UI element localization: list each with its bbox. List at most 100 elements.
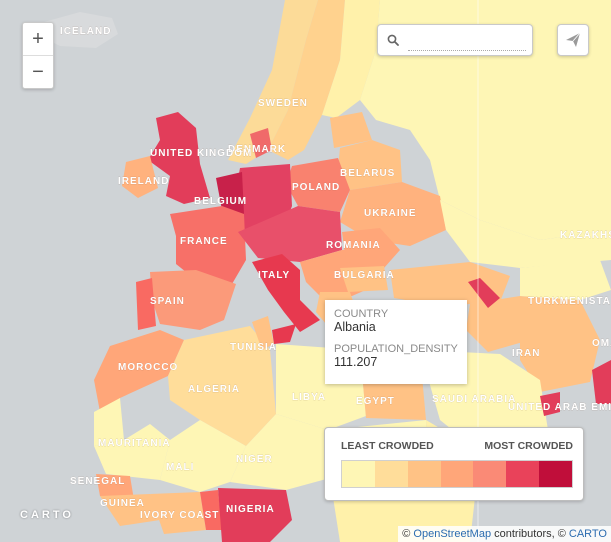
attribution-middle: contributors, © — [491, 528, 569, 540]
map-label: MALI — [166, 462, 194, 473]
map-label: OMAN — [592, 338, 611, 349]
country-senegal — [96, 474, 134, 500]
search-box — [377, 24, 533, 56]
legend-swatch — [342, 461, 375, 487]
legend: LEAST CROWDED MOST CROWDED — [324, 427, 584, 501]
map-label: TURKMENISTAN — [528, 296, 611, 307]
country-benelux — [216, 172, 244, 214]
map-label: TUNISIA — [230, 342, 277, 353]
country-nigeria — [218, 488, 292, 542]
country-israel — [468, 278, 500, 308]
map-label: POLAND — [292, 182, 340, 193]
zoom-in-button[interactable]: + — [32, 27, 44, 50]
country-uae — [540, 392, 560, 416]
map-label: IRELAND — [118, 176, 169, 187]
country-baltics — [330, 112, 372, 148]
map-label: BULGARIA — [334, 270, 395, 281]
country-morocco — [94, 330, 184, 412]
map-label: UNITED KINGDOM — [150, 148, 252, 159]
map-label: MOROCCO — [118, 362, 178, 373]
carto-logo: CARTO — [20, 509, 74, 521]
country-tunisia — [252, 316, 274, 350]
country-ghana-togo — [200, 490, 222, 530]
country-bulgaria — [340, 266, 388, 292]
locate-button[interactable] — [557, 24, 589, 56]
country-denmark — [250, 128, 272, 158]
map-label: LIBYA — [292, 392, 326, 403]
map-label: ALGERIA — [188, 384, 240, 395]
map-label: BELARUS — [340, 168, 395, 179]
country-labels: ICELAND SWEDEN DENMARK UNITED KINGDOM IR… — [60, 26, 611, 521]
zoom-out-button[interactable]: − — [23, 55, 53, 88]
map-label: ITALY — [258, 270, 290, 281]
popup-value: Albania — [334, 320, 376, 334]
country-western-sahara — [94, 398, 124, 446]
country-mali — [160, 420, 246, 492]
legend-swatch — [440, 461, 474, 487]
map-label: IRAN — [512, 348, 540, 359]
map-label: DENMARK — [228, 144, 286, 155]
legend-swatch — [506, 461, 540, 487]
legend-swatch — [407, 461, 441, 487]
attribution-prefix: © — [402, 528, 414, 540]
paper-plane-icon — [566, 32, 581, 47]
legend-max-label: MOST CROWDED — [484, 440, 573, 452]
attribution: © OpenStreetMap contributors, © CARTO — [398, 526, 611, 542]
map-label: SENEGAL — [70, 476, 125, 487]
country-portugal — [136, 278, 156, 330]
legend-swatch — [539, 461, 573, 487]
country-finland — [322, 0, 380, 118]
country-syria-iraq — [466, 296, 530, 352]
country-ireland — [122, 156, 158, 198]
country-algeria — [168, 326, 276, 446]
country-mauritania — [94, 424, 170, 480]
country-france — [170, 206, 246, 284]
country-kazakhstan — [440, 200, 611, 268]
country-central-europe — [238, 206, 342, 262]
map-label: SWEDEN — [258, 98, 308, 109]
country-guinea — [100, 494, 160, 526]
map-label: ROMANIA — [326, 240, 381, 251]
legend-swatch — [473, 461, 507, 487]
carto-link[interactable]: CARTO — [568, 528, 607, 540]
search-input[interactable] — [408, 32, 526, 51]
map-label: UNITED ARAB EMIRATES — [508, 402, 611, 413]
country-ivory-coast — [150, 492, 206, 534]
map-label: BELGIUM — [194, 196, 247, 207]
map-label: IVORY COAST — [140, 510, 219, 521]
country-iceland — [40, 12, 118, 48]
country-spain — [150, 270, 236, 330]
country-sweden — [268, 0, 345, 160]
map-label: NIGERIA — [226, 504, 275, 515]
popup-key: POPULATION_DENSITY — [334, 343, 458, 355]
legend-min-label: LEAST CROWDED — [341, 440, 434, 452]
country-poland — [286, 158, 350, 212]
country-russia — [360, 0, 611, 240]
country-niger — [230, 414, 330, 490]
popup-value: 111.207 — [334, 355, 378, 369]
osm-link[interactable]: OpenStreetMap — [413, 528, 492, 540]
feature-popup: COUNTRY Albania POPULATION_DENSITY 111.2… — [325, 300, 467, 384]
country-iran — [520, 296, 600, 392]
map-label: UKRAINE — [364, 208, 417, 219]
map-label: GUINEA — [100, 498, 145, 509]
zoom-control: + − — [22, 22, 54, 89]
map-label: FRANCE — [180, 236, 228, 247]
map-label: MAURITANIA — [98, 438, 171, 449]
map-label: SAUDI ARABIA — [432, 394, 516, 405]
map-label: EGYPT — [356, 396, 395, 407]
map-label: ICELAND — [60, 26, 111, 37]
country-norway — [228, 0, 318, 164]
country-turkmenistan — [520, 260, 611, 300]
map-label: NIGER — [236, 454, 273, 465]
country-belarus — [338, 140, 402, 190]
country-romania — [342, 228, 400, 268]
legend-swatch — [374, 461, 408, 487]
country-sicily — [272, 324, 296, 344]
map-label: KAZAKHSTAN — [560, 230, 611, 241]
popup-key: COUNTRY — [334, 308, 389, 320]
country-uk — [148, 112, 210, 204]
map-label: SPAIN — [150, 296, 185, 307]
